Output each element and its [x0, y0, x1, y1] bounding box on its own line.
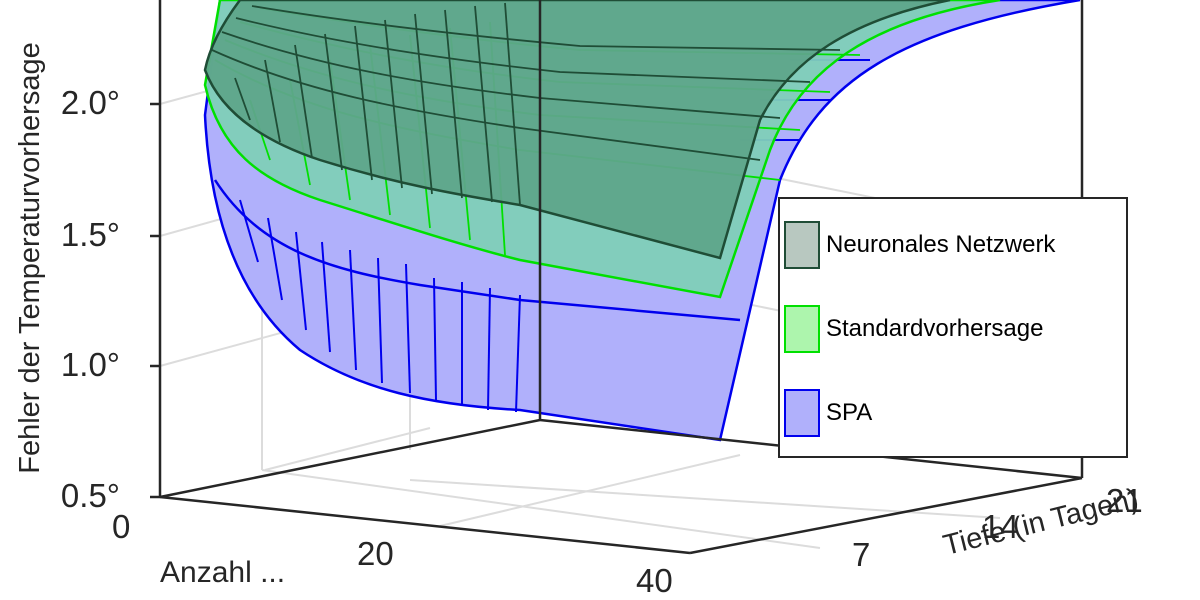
y-tick-1-0: 1.0° [60, 346, 120, 383]
legend-label: Standardvorhersage [826, 315, 1044, 342]
chart-3d-surface: Fehler der Temperaturvorhersage 2.0° 1.5… [14, 0, 1143, 599]
x-tick-40: 40 [636, 562, 673, 599]
legend-item-neuronales-netzwerk: Neuronales Netzwerk [784, 217, 1055, 273]
y-tick-0-5: 0.5° [60, 477, 120, 514]
depth-tick-7: 7 [852, 536, 871, 573]
legend: Neuronales Netzwerk Standardvorhersage S… [778, 197, 1128, 458]
legend-swatch-icon [784, 305, 820, 353]
legend-item-spa: SPA [784, 385, 872, 441]
plot-area [150, 0, 1084, 555]
y-tick-2-0: 2.0° [60, 84, 120, 121]
legend-swatch-icon [784, 221, 820, 269]
neuronales-netzwerk-surface [203, 0, 951, 260]
y-tick-1-5: 1.5° [60, 216, 120, 253]
legend-swatch-icon [784, 389, 820, 437]
x-axis-label: Anzahl ... [160, 556, 286, 589]
x-tick-20: 20 [357, 535, 394, 572]
axes [150, 0, 1084, 555]
depth-tick-14: 14 [982, 508, 1019, 545]
legend-label: Neuronales Netzwerk [826, 231, 1056, 258]
x-tick-0: 0 [112, 508, 131, 545]
legend-label: SPA [826, 399, 873, 426]
legend-item-standardvorhersage: Standardvorhersage [784, 301, 1043, 357]
y-axis-label: Fehler der Temperaturvorhersage [14, 42, 46, 474]
depth-tick-21: 21 [1106, 482, 1143, 519]
